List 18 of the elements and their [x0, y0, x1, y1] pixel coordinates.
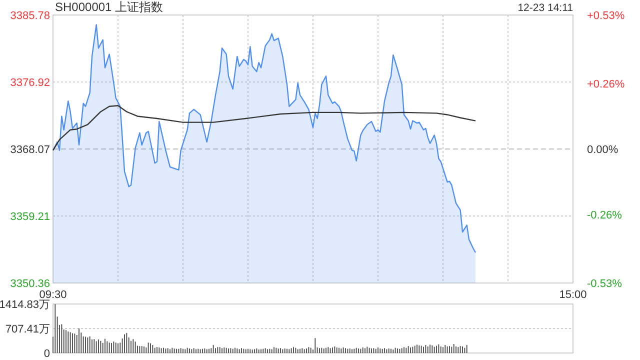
x-tick-label: 15:00 [559, 289, 587, 301]
y-tick-label: 3359.21 [10, 211, 50, 224]
y-tick-label: 707.41万 [5, 324, 50, 336]
x-tick-label: 09:30 [39, 289, 67, 301]
y-tick-label: 3376.92 [10, 77, 50, 90]
line-series [52, 105, 476, 151]
y2-tick-label: -0.53% [587, 278, 622, 290]
y2-tick-label: 0.00% [587, 144, 618, 156]
y-tick-label: 3385.78 [10, 10, 50, 22]
y2-tick-label: +0.53% [587, 10, 625, 22]
text: 12-23 14:11 [518, 2, 574, 14]
y-tick-label: 3350.36 [10, 278, 50, 290]
y-tick-label: 1414.83万 [0, 299, 50, 311]
y-tick-label: 3368.07 [10, 144, 50, 156]
y-tick-label: 0 [44, 348, 50, 360]
y2-tick-label: -0.26% [587, 210, 622, 222]
chart-title: SH000001 上证指数 [55, 0, 164, 14]
y2-tick-label: +0.26% [587, 78, 625, 90]
